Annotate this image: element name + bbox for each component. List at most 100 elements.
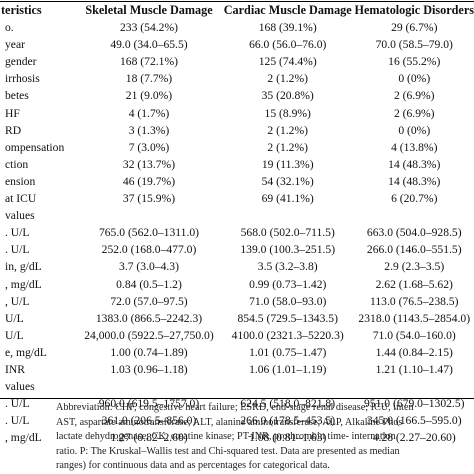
table-cell: 49.0 (34.0–65.5) [110,38,188,52]
table-cell: 3.5 (3.2–3.8) [257,260,318,274]
table-cell: 1.44 (0.84–2.15) [375,345,453,359]
row-label: gender [5,55,37,69]
table-cell: 21 (9.0%) [125,89,173,103]
table-cell: 1.03 (0.96–1.18) [110,362,188,376]
table-row: , mg/dL 0.84 (0.5–1.2) 0.99 (0.73–1.42) 2.6… [0,276,474,293]
table-cell: 7 (3.0%) [128,140,170,154]
table-row: INR 1.03 (0.96–1.18) 1.06 (1.01–1.19) 1.21 … [0,361,474,378]
row-label: , mg/dL [5,431,42,445]
row-label: ension [5,174,36,188]
table-cell: 345.0 (166.5–595.0) [366,414,462,428]
table-cell: 1.21 (1.10–1.47) [375,362,453,376]
table-row: o. 233 (54.2%) 168 (39.1%) 29 (6.7%) [0,19,474,36]
table-row: year 49.0 (34.0–65.5) 66.0 (56.0–76.0) 70.0… [0,36,474,53]
table-cell [221,207,355,224]
table-cell: 2 (6.9%) [393,89,435,103]
footnote-line: lactate dehydrogenase; CK, creatine kina… [56,431,396,443]
table-cell: 2 (1.2%) [267,72,308,86]
row-label: . U/L [5,397,30,411]
table-cell: 3.7 (3.0–4.3) [119,260,179,274]
table-cell: 266.0 (178.5–453.5) [240,414,336,428]
table-row: . U/L 765.0 (562.0–1311.0) 568.0 (502.0–71… [0,224,474,241]
characteristics-table: teristics Skeletal Muscle Damage Cardiac M… [0,2,474,446]
table-cell: 37 (15.9%) [122,192,176,206]
table-cell [77,378,221,395]
table-cell: 4 (13.8%) [391,140,438,154]
row-label: INR [5,362,25,376]
row-label: . U/L [5,226,30,240]
table-cell [355,207,474,224]
table-cell: 4.28 (2.27–20.60) [372,431,456,445]
table-cell: 113.0 (76.5–238.5) [370,294,459,308]
table-body: o. 233 (54.2%) 168 (39.1%) 29 (6.7%) year 49.… [0,19,474,446]
table-cell: 66.0 (56.0–76.0) [249,38,327,52]
table-row: gender 168 (72.1%) 125 (74.4%) 16 (55.2%) [0,53,474,70]
table-row: ension 46 (19.7%) 54 (32.1%) 14 (48.3%) [0,173,474,190]
row-label: U/L [5,311,24,325]
table-cell: 168 (72.1%) [120,55,178,69]
table-cell: 71.0 (54.0–160.0) [372,328,456,342]
table-cell: 0.84 (0.5–1.2) [116,277,182,291]
row-label: o. [5,21,14,35]
row-label: ction [5,157,29,171]
table-row: ction 32 (13.7%) 19 (11.3%) 14 (48.3%) [0,156,474,173]
footnote-line: ratio. P: The Kruskal–Wallis test and Ch… [56,445,400,457]
table-cell [77,207,221,224]
table-cell: 2318.0 (1143.5–2854.0) [358,311,471,325]
row-label: irrhosis [5,72,40,86]
table-row: HF 4 (1.7%) 15 (8.9%) 2 (6.9%) [0,105,474,122]
table-row: ompensation 7 (3.0%) 2 (1.2%) 4 (13.8%) [0,139,474,156]
table-cell: 2 (1.2%) [267,140,308,154]
table-cell [221,378,355,395]
table-row: U/L 1383.0 (866.5–2242.3) 854.5 (729.5–134… [0,310,474,327]
table-row: , mg/dL 1.27 (0.82–2.60) 1.08 (0.81–1.63) 4… [0,429,474,446]
header-row: teristics Skeletal Muscle Damage Cardiac M… [0,2,474,19]
table-row: values [0,378,474,395]
table-cell: 70.0 (58.5–79.0) [375,38,453,52]
row-label: RD [5,123,22,137]
table-cell: 168 (39.1%) [258,21,317,35]
column-header: teristics [1,3,42,17]
table-cell: 54 (32.1%) [261,174,314,188]
table-cell: 2.62 (1.68–5.62) [375,277,453,291]
table-cell: 663.0 (504.0–928.5) [366,226,462,240]
table-cell: 72.0 (57.0–97.5) [110,294,188,308]
row-label: . U/L [5,243,30,257]
table-header: teristics Skeletal Muscle Damage Cardiac M… [0,2,474,19]
table-cell: 46 (19.7%) [122,174,176,188]
table-cell: 139.0 (100.3–251.5) [240,243,336,257]
table-row: RD 3 (1.3%) 2 (1.2%) 0 (0%) [0,122,474,139]
column-header: Skeletal Muscle Damage [85,3,213,17]
table-cell: 0.99 (0.73–1.42) [249,277,327,291]
table-cell: 0 (0%) [398,123,431,137]
top-rule [0,1,474,2]
table-cell: 765.0 (562.0–1311.0) [98,226,199,240]
table-cell: 2 (1.2%) [267,123,308,137]
bottom-rule [0,398,474,399]
row-label: in, g/dL [5,260,42,274]
table-row: . U/L 252.0 (168.0–477.0) 139.0 (100.3–251… [0,241,474,258]
table-row: U/L 24,000.0 (5922.5–27,750.0) 4100.0 (232… [0,327,474,344]
table-cell: 1.01 (0.75–1.47) [249,345,327,359]
table-row: . U/L 960.0 (619.5–1757.0) 624.5 (518.0–82… [0,395,474,412]
table-cell: 71.0 (58.0–93.0) [249,294,327,308]
table-cell: 18 (7.7%) [125,72,173,86]
table-cell: 951.0 (679.0–1302.5) [364,397,465,411]
footnote-line: AST, aspartate aminotransferase; ALT, al… [56,416,403,428]
table-cell: 3 (1.3%) [128,123,170,137]
row-label: . U/L [5,414,30,428]
table-cell: 6 (20.7%) [391,192,438,206]
table-cell: 1383.0 (866.5–2242.3) [95,311,203,325]
table-cell: 29 (6.7%) [391,21,438,35]
table-cell: 1.06 (1.01–1.19) [249,362,327,376]
table-cell: 854.5 (729.5–1343.5) [237,311,338,325]
table-cell: 1.08 (0.81–1.63) [249,431,327,445]
column-header: Cardiac Muscle Damage [223,3,352,17]
row-label: , mg/dL [5,277,42,291]
table-cell: 19 (11.3%) [261,157,314,171]
table-row: at ICU 37 (15.9%) 69 (41.1%) 6 (20.7%) [0,190,474,207]
table-row: irrhosis 18 (7.7%) 2 (1.2%) 0 (0%) [0,70,474,87]
table-cell: 960.0 (619.5–1757.0) [98,397,200,411]
table-cell: 2.9 (2.3–3.5) [384,260,445,274]
